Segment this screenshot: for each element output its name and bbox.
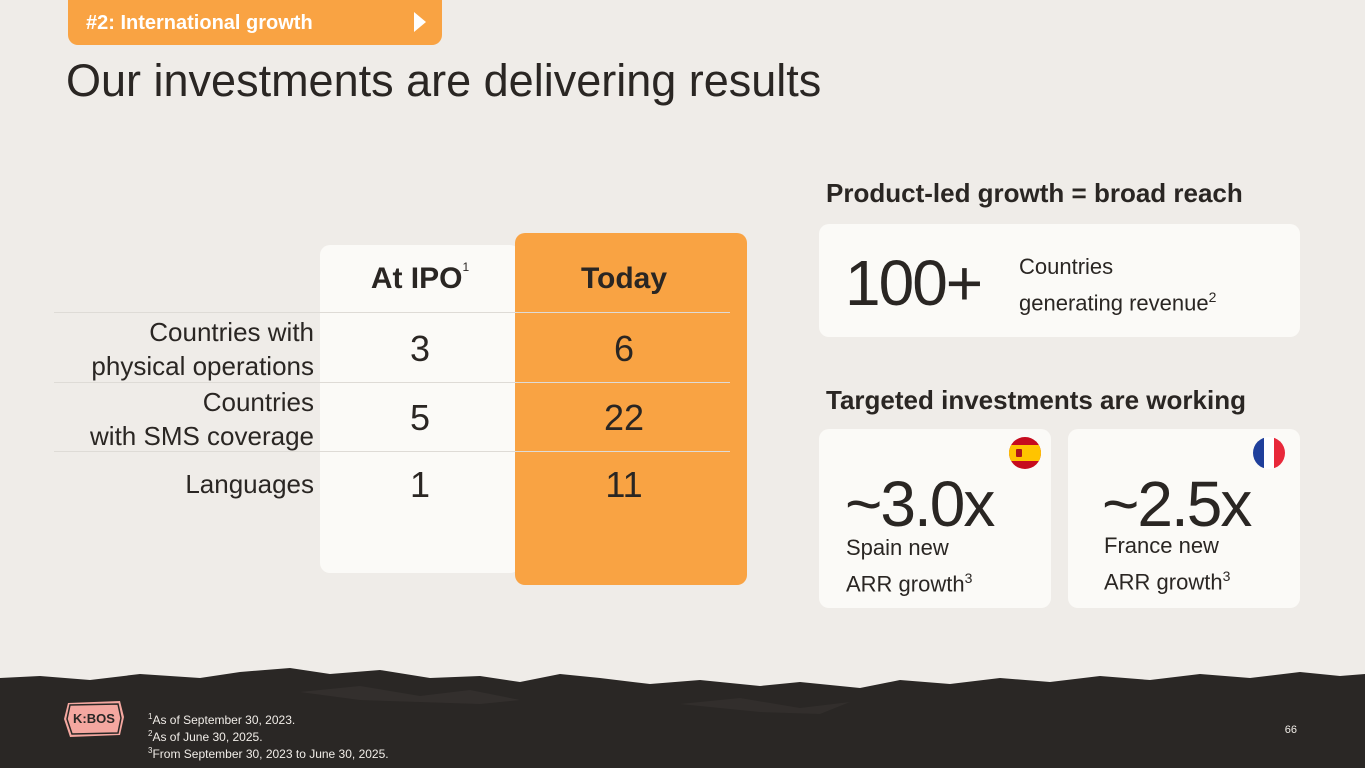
today-column <box>515 233 747 585</box>
table-divider <box>54 451 730 452</box>
section-tag-label: #2: International growth <box>86 12 313 34</box>
spain-desc-line: Spain new <box>846 535 949 560</box>
spain-desc-line: ARR growth <box>846 571 965 597</box>
reach-description: Countries generating revenue2 <box>1019 252 1216 318</box>
france-growth-description: France new ARR growth3 <box>1104 531 1230 597</box>
reach-card: 100+ Countries generating revenue2 <box>819 224 1300 337</box>
today-header: Today <box>580 262 668 295</box>
page-number: 66 <box>1284 724 1297 736</box>
spain-growth-value: ~3.0x <box>845 468 995 540</box>
france-card: ~2.5x France new ARR growth3 <box>1068 429 1300 608</box>
ipo-footnote-ref: 1 <box>462 260 470 274</box>
spain-flag-icon <box>1009 437 1041 469</box>
ipo-column <box>320 245 520 573</box>
footer-band <box>0 668 1365 768</box>
row-label-line: Languages <box>185 469 314 499</box>
row-label-line: with SMS coverage <box>90 421 314 451</box>
footnote-number: 3 <box>148 746 153 755</box>
france-desc-line: France new <box>1104 533 1219 558</box>
reach-desc-line: Countries <box>1019 254 1114 279</box>
row-label-sms-coverage: Countries with SMS coverage <box>90 385 314 453</box>
reach-value: 100+ <box>845 247 983 319</box>
logo-icon: K:BOS <box>64 701 124 737</box>
footnote-text: As of June 30, 2025. <box>152 730 263 744</box>
spain-card: ~3.0x Spain new ARR growth3 <box>819 429 1051 608</box>
play-arrow-icon <box>414 12 426 32</box>
today-cell: 6 <box>613 328 635 369</box>
row-label-line: Countries <box>202 387 314 417</box>
footnote-text: From September 30, 2023 to June 30, 2025… <box>152 747 389 761</box>
logo-text: K:BOS <box>73 711 115 726</box>
footnote-2: 2As of June 30, 2025. <box>148 729 263 744</box>
table-divider <box>54 312 730 313</box>
today-cell: 22 <box>603 397 645 438</box>
footnote-3: 3From September 30, 2023 to June 30, 202… <box>148 746 389 761</box>
ipo-cell: 1 <box>409 464 431 505</box>
row-label-line: Countries with <box>149 317 314 347</box>
row-label-physical-operations: Countries with physical operations <box>91 315 314 383</box>
ipo-cell: 5 <box>409 397 431 438</box>
page-title: Our investments are delivering results <box>66 55 822 106</box>
row-label-line: physical operations <box>91 351 314 381</box>
france-footnote-ref: 3 <box>1222 568 1231 584</box>
section-tag[interactable]: #2: International growth <box>68 0 442 45</box>
row-label-languages: Languages <box>185 467 314 501</box>
france-desc-line: ARR growth <box>1104 569 1223 595</box>
table-divider <box>54 382 730 383</box>
reach-footnote-ref: 2 <box>1208 289 1217 305</box>
footnote-number: 1 <box>148 712 153 721</box>
today-cell: 11 <box>605 464 643 505</box>
ipo-header-label: At IPO <box>370 262 463 295</box>
spain-growth-description: Spain new ARR growth3 <box>846 533 972 599</box>
footnote-number: 2 <box>148 729 153 738</box>
france-growth-value: ~2.5x <box>1102 468 1252 540</box>
investments-heading: Targeted investments are working <box>826 385 1246 415</box>
ipo-header: At IPO1 <box>320 260 520 296</box>
reach-desc-line: generating revenue <box>1019 290 1209 316</box>
footnote-text: As of September 30, 2023. <box>152 713 296 727</box>
france-flag-icon <box>1253 437 1285 469</box>
ipo-cell: 3 <box>409 328 431 369</box>
spain-footnote-ref: 3 <box>964 570 973 586</box>
reach-heading: Product-led growth = broad reach <box>826 178 1243 208</box>
footnote-1: 1As of September 30, 2023. <box>148 712 295 727</box>
